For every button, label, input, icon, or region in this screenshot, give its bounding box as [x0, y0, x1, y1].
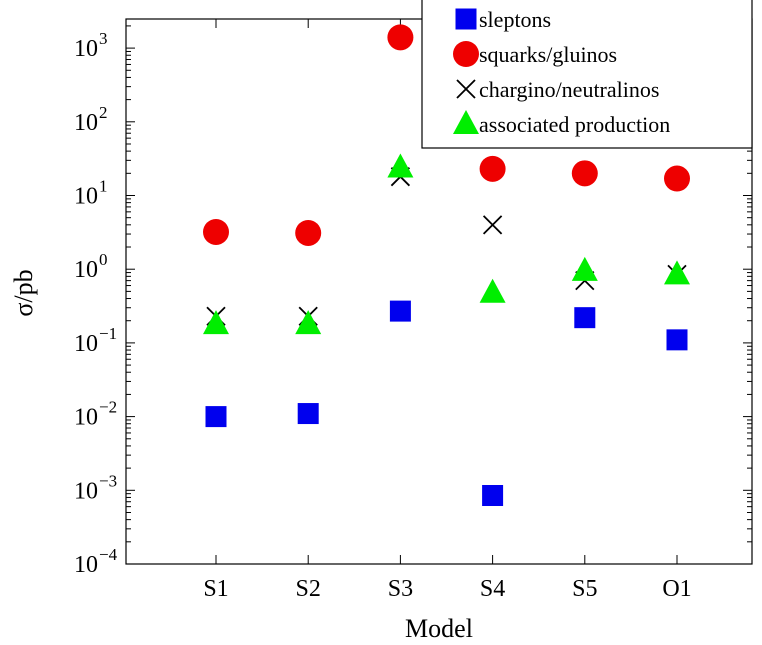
data-point-square: [297, 403, 319, 425]
y-tick-label: 10: [74, 257, 98, 283]
legend: sleptons squarks/gluinos chargino/neutrali…: [421, 0, 753, 149]
y-tick-exponent: 0: [99, 250, 108, 269]
legend-label: squarks/gluinos: [479, 42, 617, 67]
y-tick-exponent: 1: [99, 177, 108, 196]
y-tick-exponent: −3: [99, 471, 117, 490]
data-point-circle: [664, 165, 690, 192]
y-axis-label: σ/pb: [9, 269, 38, 316]
legend-marker-circle: [453, 41, 479, 67]
legend-box: [421, 0, 753, 149]
data-point-square: [205, 406, 227, 428]
y-tick-label: 10: [74, 552, 98, 578]
y-tick-label: 10: [74, 478, 98, 504]
data-point-triangle: [571, 256, 598, 281]
data-point-circle: [479, 155, 506, 182]
x-tick-label: S5: [572, 576, 597, 602]
data-point-triangle: [664, 260, 690, 285]
data-point-triangle: [479, 278, 506, 303]
data-point-square: [574, 307, 596, 329]
data-points: [203, 24, 690, 507]
data-point-circle: [295, 219, 322, 246]
data-point-square: [482, 485, 504, 507]
data-point-square: [389, 300, 411, 322]
legend-marker-square: [455, 8, 477, 30]
data-point-triangle: [203, 310, 229, 335]
y-tick-exponent: −2: [99, 398, 117, 417]
data-point-cross: [482, 215, 503, 235]
x-axis-label: Model: [405, 614, 473, 643]
y-tick-exponent: 2: [99, 103, 108, 122]
data-point-circle: [571, 160, 598, 187]
legend-label: associated production: [479, 112, 670, 137]
data-point-circle: [387, 24, 414, 51]
x-tick-label: S2: [296, 576, 321, 602]
data-point-square: [666, 329, 688, 351]
data-point-triangle: [387, 153, 414, 178]
x-tick-label: S4: [480, 576, 505, 602]
x-tick-label: S1: [203, 576, 228, 602]
y-tick-exponent: −4: [99, 545, 118, 564]
x-tick-label: O1: [662, 576, 691, 602]
y-tick-label: 10: [74, 331, 98, 357]
y-tick-label: 10: [74, 405, 98, 431]
legend-label: sleptons: [479, 7, 551, 32]
legend-marker-triangle: [453, 110, 479, 134]
data-point-circle: [203, 218, 229, 245]
x-tick-label: S3: [388, 576, 413, 602]
data-point-triangle: [295, 310, 322, 335]
y-tick-label: 10: [74, 110, 98, 136]
legend-label: chargino/neutralinos: [479, 77, 659, 102]
legend-marker-cross: [456, 79, 476, 99]
y-tick-label: 10: [74, 184, 98, 210]
y-tick-exponent: −1: [99, 324, 117, 343]
y-tick-exponent: 3: [99, 29, 108, 48]
y-tick-label: 10: [74, 36, 98, 62]
